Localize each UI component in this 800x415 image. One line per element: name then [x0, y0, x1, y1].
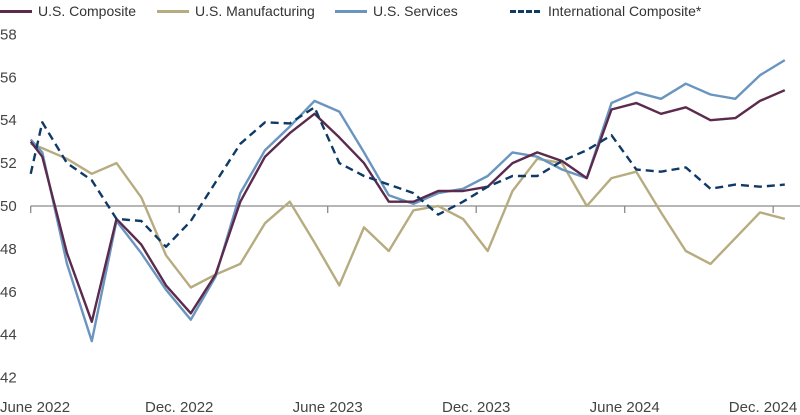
x-tick-label: June 2022: [0, 399, 70, 415]
series-line-international-composite: [29, 106, 785, 249]
y-tick-label: 54: [0, 112, 17, 129]
legend-label: International Composite*: [548, 3, 702, 19]
legend-item-us-manufacturing: U.S. Manufacturing: [157, 0, 315, 22]
legend-label: U.S. Services: [373, 3, 458, 19]
x-tick-label: Dec. 2023: [442, 399, 510, 415]
series-line-u-s-services: [29, 59, 786, 343]
x-tick-label: Dec. 2024: [729, 399, 797, 415]
x-tick-label: Dec. 2022: [145, 399, 213, 415]
y-tick-label: 56: [0, 69, 17, 86]
x-tick-label: June 2023: [293, 399, 363, 415]
legend-item-us-composite: U.S. Composite: [0, 0, 136, 22]
y-tick-label: 44: [0, 327, 17, 344]
legend-swatch-international-composite: [510, 9, 540, 13]
y-tick-label: 48: [0, 241, 17, 258]
legend-swatch-us-composite: [0, 9, 32, 13]
y-tick-label: 58: [0, 26, 17, 43]
y-tick-label: 52: [0, 155, 17, 172]
legend-label: U.S. Manufacturing: [195, 3, 315, 19]
legend-label: U.S. Composite: [38, 3, 137, 19]
y-tick-label: 42: [0, 370, 17, 387]
legend-swatch-us-services: [335, 9, 367, 13]
legend-item-international-composite: International Composite*: [510, 0, 701, 22]
series-line-u-s-composite: [29, 89, 786, 323]
legend-swatch-us-manufacturing: [157, 9, 189, 13]
y-tick-label: 50: [0, 198, 17, 215]
y-tick-label: 46: [0, 284, 17, 301]
x-tick-label: June 2024: [590, 399, 660, 415]
legend-item-us-services: U.S. Services: [335, 0, 458, 22]
legend: U.S. Composite U.S. Manufacturing U.S. S…: [0, 0, 800, 22]
series-line-u-s-manufacturing: [30, 142, 786, 289]
